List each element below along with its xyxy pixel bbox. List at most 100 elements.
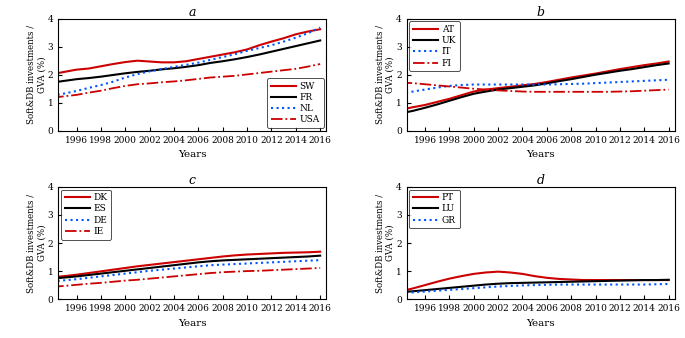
- GR: [640, 283, 649, 287]
- PT: [591, 278, 599, 282]
- ES: [304, 255, 312, 259]
- GR: [433, 289, 441, 293]
- DE: [206, 263, 214, 267]
- USA: [292, 67, 300, 71]
- SW: [231, 50, 239, 54]
- LU: [555, 280, 563, 284]
- LU: [616, 279, 624, 283]
- IT: [506, 82, 514, 87]
- NL: [97, 83, 105, 87]
- LU: [433, 287, 441, 291]
- GR: [664, 282, 673, 286]
- ES: [219, 258, 227, 262]
- DK: [292, 250, 300, 255]
- IT: [580, 82, 588, 86]
- UK: [409, 109, 417, 113]
- ES: [231, 258, 239, 262]
- ES: [73, 274, 81, 279]
- DK: [316, 250, 324, 254]
- NL: [109, 80, 117, 84]
- SW: [134, 59, 142, 63]
- AT: [470, 90, 478, 94]
- DK: [170, 260, 178, 264]
- NL: [279, 40, 288, 44]
- PT: [445, 276, 453, 281]
- IE: [48, 285, 56, 289]
- DE: [219, 263, 227, 267]
- UK: [519, 85, 527, 89]
- NL: [48, 94, 56, 98]
- Line: ES: ES: [52, 256, 320, 279]
- USA: [206, 75, 214, 79]
- FI: [664, 88, 673, 92]
- SW: [145, 59, 153, 64]
- IE: [267, 268, 275, 272]
- DK: [279, 251, 288, 255]
- PT: [494, 270, 502, 274]
- UK: [494, 88, 502, 92]
- ES: [243, 257, 251, 261]
- DK: [48, 275, 56, 279]
- AT: [494, 86, 502, 90]
- DE: [231, 262, 239, 266]
- DE: [73, 277, 81, 281]
- SW: [97, 64, 105, 68]
- PT: [397, 289, 405, 293]
- SW: [182, 59, 190, 63]
- ES: [145, 266, 153, 270]
- LU: [397, 290, 405, 294]
- PT: [580, 278, 588, 282]
- Line: LU: LU: [401, 280, 669, 292]
- PT: [506, 270, 514, 274]
- UK: [555, 79, 563, 83]
- DE: [304, 259, 312, 263]
- Legend: AT, UK, IT, FI: AT, UK, IT, FI: [410, 21, 460, 71]
- FI: [543, 90, 551, 94]
- LU: [494, 282, 502, 286]
- AT: [603, 69, 612, 73]
- FI: [506, 89, 514, 93]
- UK: [445, 99, 453, 103]
- FI: [494, 88, 502, 92]
- IT: [555, 82, 563, 86]
- AT: [458, 93, 466, 97]
- SW: [255, 43, 263, 47]
- Line: IT: IT: [401, 80, 669, 94]
- DK: [158, 262, 166, 266]
- DE: [84, 276, 92, 280]
- Legend: PT, LU, GR: PT, LU, GR: [410, 190, 460, 228]
- PT: [470, 272, 478, 276]
- UK: [482, 90, 490, 94]
- FI: [421, 82, 429, 86]
- USA: [267, 70, 275, 74]
- DK: [206, 256, 214, 260]
- PT: [530, 274, 538, 278]
- SW: [292, 32, 300, 36]
- IT: [482, 82, 490, 87]
- UK: [628, 67, 636, 71]
- UK: [470, 92, 478, 96]
- LU: [458, 285, 466, 289]
- GR: [591, 283, 599, 287]
- DE: [109, 273, 117, 277]
- USA: [304, 65, 312, 69]
- FI: [458, 86, 466, 90]
- FR: [48, 80, 56, 84]
- LU: [409, 289, 417, 293]
- PT: [567, 277, 575, 282]
- Legend: DK, ES, DE, IE: DK, ES, DE, IE: [61, 190, 111, 240]
- Line: AT: AT: [401, 62, 669, 110]
- FR: [304, 41, 312, 45]
- IT: [591, 81, 599, 85]
- NL: [134, 72, 142, 76]
- DK: [182, 259, 190, 263]
- Title: c: c: [189, 174, 196, 187]
- IE: [219, 270, 227, 274]
- SW: [109, 62, 117, 66]
- NL: [316, 26, 324, 30]
- USA: [231, 74, 239, 78]
- USA: [121, 84, 129, 88]
- Y-axis label: Soft&DB investments /
GVA (%): Soft&DB investments / GVA (%): [27, 25, 46, 124]
- FR: [60, 79, 68, 83]
- DE: [60, 278, 68, 282]
